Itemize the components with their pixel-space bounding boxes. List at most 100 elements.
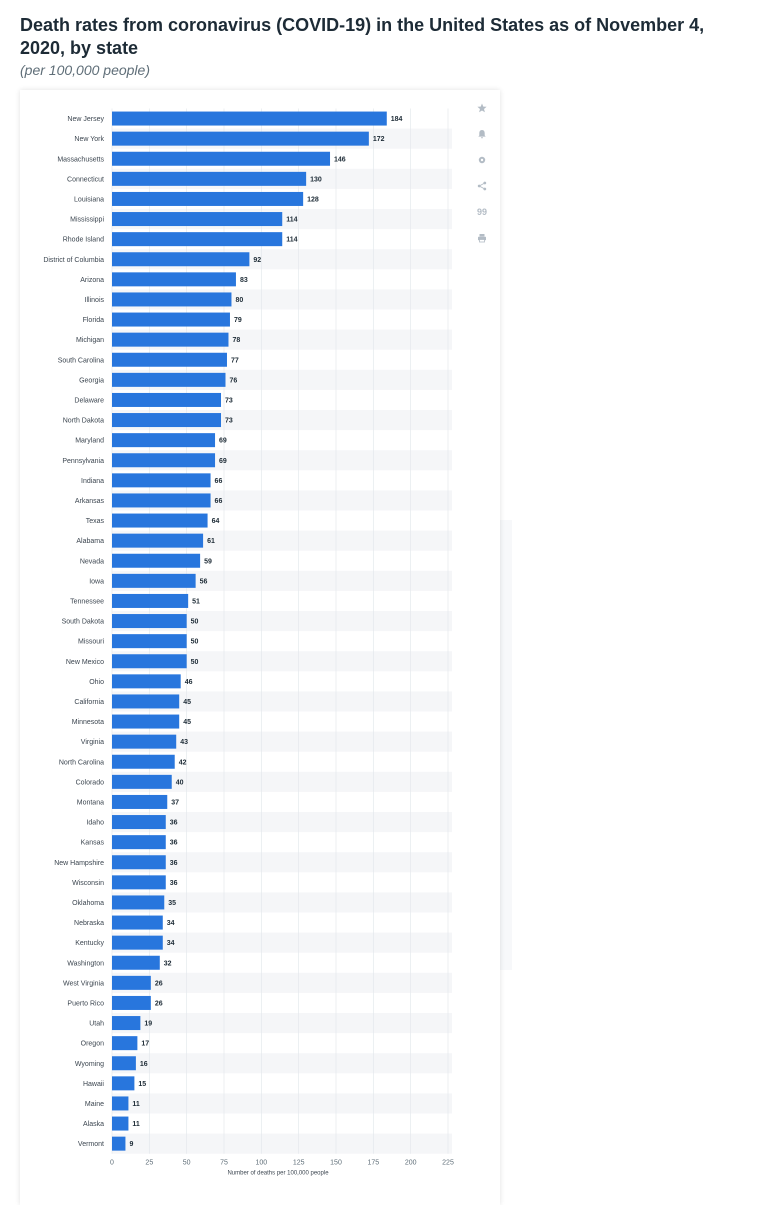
- row-stripe: [112, 892, 452, 913]
- category-label: Illinois: [85, 297, 105, 304]
- x-tick-label: 0: [110, 1160, 114, 1167]
- bar[interactable]: [112, 835, 166, 850]
- bar[interactable]: [112, 513, 208, 528]
- category-label: Utah: [89, 1021, 104, 1028]
- bar[interactable]: [112, 1136, 126, 1151]
- category-label: Alaska: [83, 1121, 104, 1128]
- bar[interactable]: [112, 734, 177, 749]
- bar[interactable]: [112, 433, 216, 448]
- bar[interactable]: [112, 212, 283, 227]
- bar[interactable]: [112, 131, 369, 146]
- bar[interactable]: [112, 915, 163, 930]
- category-labels: New Jersey New York Massachusetts Connectic…: [43, 116, 104, 1148]
- gear-icon: [478, 156, 486, 164]
- bar[interactable]: [112, 111, 387, 126]
- print-button[interactable]: [470, 226, 494, 250]
- x-tick-label: 100: [255, 1160, 267, 1167]
- value-label: 69: [219, 458, 227, 465]
- category-label: Michigan: [76, 337, 104, 344]
- bar[interactable]: [112, 573, 196, 588]
- category-label: Georgia: [79, 377, 104, 384]
- category-label: Kansas: [81, 840, 105, 847]
- bar[interactable]: [112, 714, 180, 729]
- bar[interactable]: [112, 372, 226, 387]
- bar[interactable]: [112, 1096, 129, 1111]
- row-stripe: [112, 651, 452, 672]
- settings-button[interactable]: [470, 148, 494, 172]
- value-label: 78: [232, 337, 240, 344]
- bar[interactable]: [112, 895, 165, 910]
- value-label: 114: [286, 217, 297, 224]
- category-label: Maine: [85, 1101, 104, 1108]
- cite-button[interactable]: 99: [470, 200, 494, 224]
- bar[interactable]: [112, 1056, 136, 1071]
- row-stripe: [112, 1013, 452, 1034]
- category-label: Pennsylvania: [62, 458, 104, 465]
- bar[interactable]: [112, 614, 187, 629]
- bar[interactable]: [112, 232, 283, 247]
- row-stripe: [112, 771, 452, 792]
- bar[interactable]: [112, 935, 163, 950]
- bar[interactable]: [112, 1076, 135, 1091]
- bar[interactable]: [112, 995, 151, 1010]
- bar[interactable]: [112, 955, 160, 970]
- share-button[interactable]: [470, 174, 494, 198]
- bar[interactable]: [112, 493, 211, 508]
- bar[interactable]: [112, 1016, 141, 1031]
- bar[interactable]: [112, 453, 216, 468]
- bar[interactable]: [112, 975, 151, 990]
- chart-toolbar: 99: [470, 96, 494, 250]
- bar[interactable]: [112, 875, 166, 890]
- bar[interactable]: [112, 654, 187, 669]
- category-label: Wisconsin: [72, 880, 104, 887]
- bar[interactable]: [112, 191, 304, 206]
- bar[interactable]: [112, 352, 227, 367]
- value-label: 80: [235, 297, 243, 304]
- bar[interactable]: [112, 413, 222, 428]
- row-stripe: [112, 611, 452, 632]
- bar[interactable]: [112, 151, 331, 166]
- value-label: 26: [155, 980, 163, 987]
- x-axis-ticks: 0 25 50 75 100 125 150 175 200 225: [110, 1160, 454, 1167]
- bar[interactable]: [112, 312, 230, 327]
- bar[interactable]: [112, 392, 222, 407]
- bar[interactable]: [112, 694, 180, 709]
- value-label: 172: [373, 136, 385, 143]
- bar[interactable]: [112, 272, 236, 287]
- row-stripe: [112, 1133, 452, 1154]
- bar[interactable]: [112, 794, 168, 809]
- category-label: New Hampshire: [54, 860, 104, 867]
- bar[interactable]: [112, 473, 211, 488]
- category-label: Montana: [77, 799, 104, 806]
- category-label: Indiana: [81, 478, 104, 485]
- bar[interactable]: [112, 674, 181, 689]
- value-label: 61: [207, 538, 215, 545]
- bar[interactable]: [112, 292, 232, 307]
- bar[interactable]: [112, 634, 187, 649]
- bar[interactable]: [112, 553, 201, 568]
- value-label: 34: [167, 920, 175, 927]
- value-label: 69: [219, 438, 227, 445]
- category-label: Iowa: [89, 578, 104, 585]
- bar[interactable]: [112, 171, 307, 186]
- category-label: Rhode Island: [63, 237, 104, 244]
- value-label: 73: [225, 397, 233, 404]
- bar[interactable]: [112, 332, 229, 347]
- category-label: Florida: [83, 317, 105, 324]
- bar[interactable]: [112, 855, 166, 870]
- category-label: Puerto Rico: [67, 1000, 104, 1007]
- x-tick-label: 200: [405, 1160, 417, 1167]
- notification-button[interactable]: [470, 122, 494, 146]
- value-label: 11: [132, 1121, 140, 1128]
- bar[interactable]: [112, 774, 172, 789]
- bar[interactable]: [112, 593, 189, 608]
- value-label: 34: [167, 940, 175, 947]
- bar[interactable]: [112, 1116, 129, 1131]
- bar[interactable]: [112, 1036, 138, 1051]
- bar[interactable]: [112, 754, 175, 769]
- favorite-button[interactable]: [470, 96, 494, 120]
- bar[interactable]: [112, 815, 166, 830]
- category-label: Missouri: [78, 639, 105, 646]
- bar[interactable]: [112, 252, 250, 267]
- bar[interactable]: [112, 533, 204, 548]
